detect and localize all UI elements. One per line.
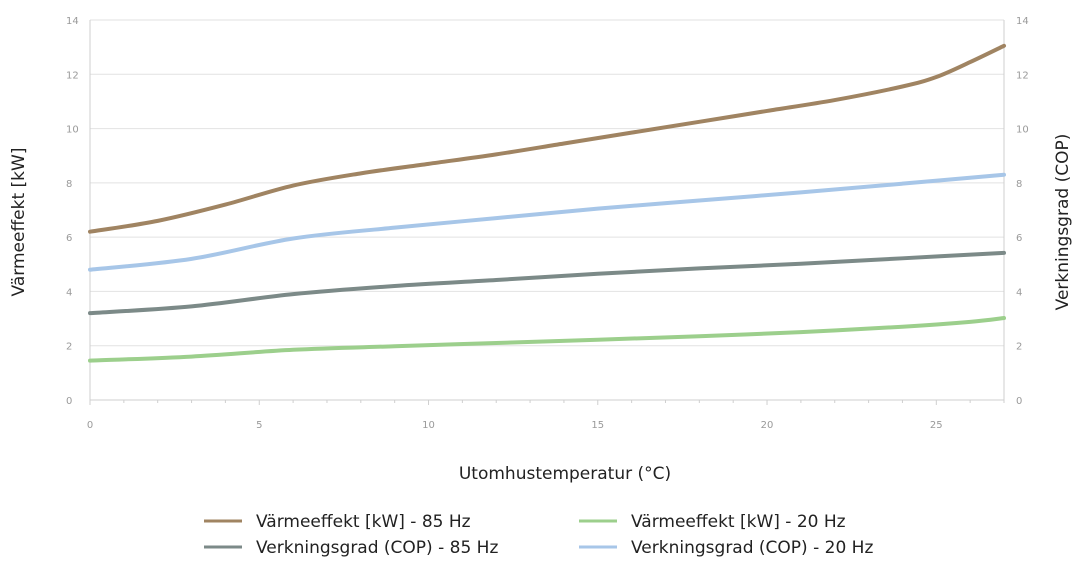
legend-label: Värmeeffekt [kW] - 85 Hz [256, 512, 471, 532]
x-tick-label: 0 [87, 420, 93, 431]
legend-item-heat-20hz: Värmeeffekt [kW] - 20 Hz [579, 512, 846, 532]
x-tick-label: 5 [256, 420, 262, 431]
axes [89, 20, 1005, 405]
y-tick-left-label: 12 [66, 70, 79, 81]
series-line-cop-85hz [88, 250, 1006, 316]
y-axis-left-ticks: 0 2 4 6 8 10 12 14 [66, 16, 79, 407]
y-tick-right-label: 2 [1016, 342, 1022, 353]
x-tick-label: 20 [761, 420, 774, 431]
x-axis-title: Utomhustemperatur (°C) [459, 464, 671, 484]
y-tick-right-label: 8 [1016, 179, 1022, 190]
y-tick-right-label: 4 [1016, 287, 1022, 298]
legend: Värmeeffekt [kW] - 85 Hz Värmeeffekt [kW]… [204, 512, 873, 558]
series-line-cop-20hz [88, 172, 1006, 272]
y-tick-left-label: 6 [66, 233, 72, 244]
y-tick-left-label: 0 [66, 396, 72, 407]
legend-label: Verkningsgrad (COP) - 85 Hz [256, 538, 498, 558]
x-tick-label: 15 [591, 420, 604, 431]
y-tick-left-label: 14 [66, 16, 79, 27]
y-tick-right-label: 10 [1016, 125, 1029, 136]
y-tick-left-label: 4 [66, 287, 72, 298]
y-tick-left-label: 2 [66, 342, 72, 353]
y-axis-right-ticks: 0 2 4 6 8 10 12 14 [1016, 16, 1029, 407]
series-line-heat-85hz [88, 43, 1006, 234]
series-line-heat-20hz [88, 316, 1006, 363]
legend-label: Verkningsgrad (COP) - 20 Hz [631, 538, 873, 558]
y-axis-right-title: Verkningsgrad (COP) [1053, 134, 1073, 311]
y-tick-right-label: 12 [1016, 70, 1029, 81]
y-axis-left-title: Värmeeffekt [kW] [9, 148, 29, 297]
y-tick-left-label: 8 [66, 179, 72, 190]
legend-label: Värmeeffekt [kW] - 20 Hz [631, 512, 846, 532]
x-tick-label: 25 [930, 420, 943, 431]
legend-item-heat-85hz: Värmeeffekt [kW] - 85 Hz [204, 512, 471, 532]
y-tick-right-label: 0 [1016, 396, 1022, 407]
y-tick-right-label: 6 [1016, 233, 1022, 244]
x-tick-label: 10 [422, 420, 435, 431]
x-axis-ticks: 0 5 10 15 20 25 [87, 420, 943, 431]
y-tick-right-label: 14 [1016, 16, 1029, 27]
legend-item-cop-85hz: Verkningsgrad (COP) - 85 Hz [204, 538, 498, 558]
y-tick-left-label: 10 [66, 125, 79, 136]
series-lines [88, 43, 1006, 363]
legend-item-cop-20hz: Verkningsgrad (COP) - 20 Hz [579, 538, 873, 558]
grid [90, 19, 1004, 401]
